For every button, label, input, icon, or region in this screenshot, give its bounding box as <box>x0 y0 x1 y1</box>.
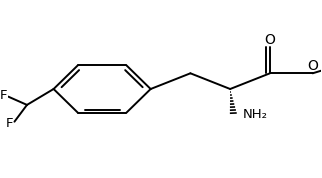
Text: F: F <box>0 89 7 102</box>
Text: O: O <box>307 59 318 73</box>
Text: NH₂: NH₂ <box>243 108 268 121</box>
Text: F: F <box>6 117 14 130</box>
Text: O: O <box>264 33 275 47</box>
